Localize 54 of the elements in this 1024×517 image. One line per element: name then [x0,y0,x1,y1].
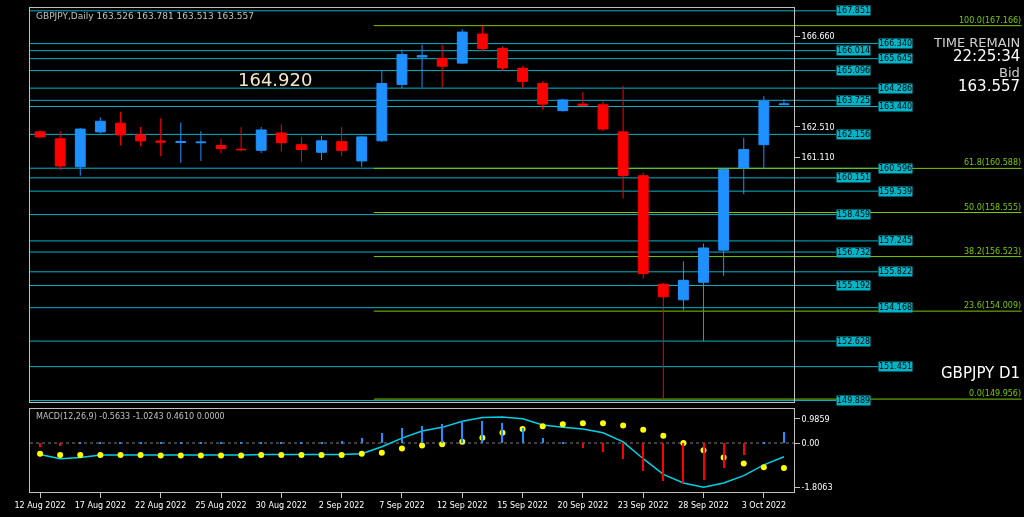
ref-line-label: 165.096 [837,66,871,75]
x-tick-label: 23 Sep 2022 [617,500,669,510]
ref-line-label: 23.6(154.009) [964,301,1022,310]
ref-line-label: 160.596 [879,164,913,173]
x-tick-label: 12 Sep 2022 [436,500,488,510]
ref-line-label: 155.822 [879,267,913,276]
x-tick-label: 25 Aug 2022 [195,500,247,510]
y-tick-label: 161.110 [801,152,835,162]
x-tick-label: 3 Oct 2022 [741,500,787,510]
y-tick-label: 0.00 [801,438,820,448]
ref-line-label: 165.645 [879,54,913,63]
y-tick-label: 0.9859 [801,414,830,424]
chart-title: MACD(12,26,9) -0.5633 -1.0243 0.4610 0.0000 [36,412,225,421]
ref-line-label: 38.2(156.523) [964,247,1022,256]
ref-line-label: 166.340 [879,39,913,48]
x-tick-label: 12 Aug 2022 [14,500,66,510]
ref-line-label: 152.628 [837,337,871,346]
ref-line-label: 163.440 [879,102,913,111]
y-tick-label: 166.660 [801,32,835,42]
ref-line-label: 158.459 [837,210,871,219]
text: 163.557 [958,77,1021,95]
ref-line-label: 154.168 [879,303,913,312]
text: GBPJPY D1 [941,364,1021,382]
y-tick-label: 162.510 [801,122,835,132]
annotation: 164.920 [238,69,313,90]
ref-line-label: 155.192 [837,281,871,290]
ref-line-label: 100.0(167.166) [959,16,1022,25]
ref-line-label: 166.014 [837,46,871,55]
chart-title: GBPJPY,Daily 163.526 163.781 163.513 163.557 [36,11,254,21]
ref-line-label: 149.889 [837,396,871,405]
x-tick-label: 28 Sep 2022 [678,500,729,510]
ref-line-label: 50.0(158.555) [964,203,1022,212]
text: Bid [999,65,1020,80]
ref-line-label: 159.539 [879,187,913,196]
ref-line-label: 151.451 [879,362,913,371]
x-tick-label: 30 Aug 2022 [255,500,307,510]
text: TIME REMAIN [933,35,1021,50]
ref-line-label: 167.851 [837,6,871,15]
x-tick-label: 17 Aug 2022 [74,500,126,510]
ref-line-label: 157.245 [879,236,913,245]
ref-line-label: 0.0(149.956) [969,389,1022,398]
ref-line-label: 160.151 [837,173,871,182]
ref-line-label: 61.8(160.588) [964,158,1022,167]
y-tick-label: -1.8063 [801,483,833,493]
ref-line-label: 163.725 [837,96,871,105]
x-tick-label: 15 Sep 2022 [497,500,548,510]
x-tick-label: 7 Sep 2022 [379,500,425,510]
x-tick-label: 2 Sep 2022 [318,500,365,510]
ref-line-label: 162.156 [837,130,871,139]
ref-line-label: 164.286 [879,84,913,93]
x-tick-label: 22 Aug 2022 [135,500,187,510]
ref-line-label: 156.732 [837,248,871,257]
text: 22:25:34 [953,47,1021,65]
x-tick-label: 20 Sep 2022 [557,500,609,510]
